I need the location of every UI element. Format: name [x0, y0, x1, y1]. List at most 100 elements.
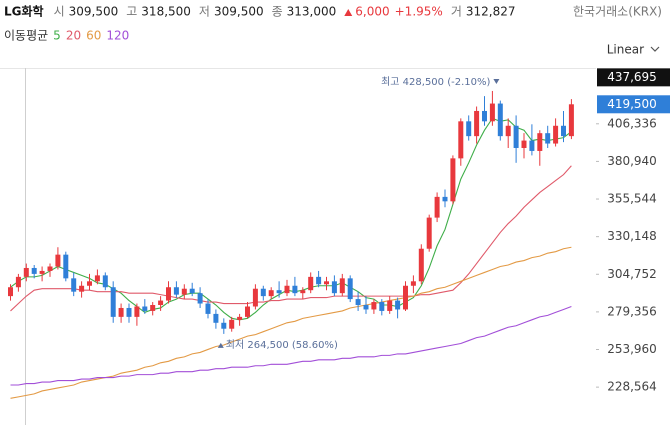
y-tick-label: 355,544 [607, 192, 657, 206]
legend-entry[interactable]: 20 [66, 29, 81, 43]
candle-body [134, 306, 140, 317]
quote-label: 고 [126, 5, 137, 19]
symbol: LG화학 [4, 4, 44, 19]
candle-body [568, 104, 574, 137]
legend-entry[interactable]: 120 [106, 29, 129, 43]
plot: 최고 428,500 (-2.10%) 최저 264,500 (58.60%) [8, 76, 574, 399]
candle-body [497, 103, 503, 137]
candle-body [371, 302, 377, 310]
scale-toggle[interactable]: Linear [607, 43, 644, 57]
candle-body [237, 316, 243, 320]
candle-body [55, 254, 61, 267]
change-percent: +1.95% [395, 5, 443, 19]
candle-body [505, 125, 511, 137]
candle-body [450, 158, 456, 202]
candle-body [395, 300, 401, 310]
quote-header: LG화학 시 309,500 고 318,500 저 309,500 종 313,000 6,00… [4, 4, 515, 19]
quote-label: 종 [272, 5, 283, 19]
candle-body [379, 302, 385, 311]
low-annotation: 최저 264,500 (58.60%) [226, 339, 338, 351]
quote-value: 309,500 [214, 5, 264, 19]
candle-body [205, 303, 211, 314]
candle-body [339, 278, 345, 294]
candle-body [387, 300, 393, 311]
candle-body [474, 110, 480, 137]
y-tick-label: 253,960 [607, 342, 657, 356]
price-tag-label: 437,695 [607, 70, 657, 84]
candle-body [87, 281, 92, 286]
candle-body [8, 287, 13, 297]
legend-entry[interactable]: 60 [86, 29, 101, 43]
up-arrow [344, 9, 353, 16]
candle-body [466, 121, 472, 137]
candle-body [434, 196, 440, 218]
candle-body [521, 140, 527, 148]
volume: 312,827 [466, 5, 516, 19]
candle-body [15, 276, 21, 288]
quote-label: 저 [199, 5, 210, 19]
candle-body [189, 288, 195, 294]
ma-title: 이동평균 [4, 29, 48, 43]
price-tag-label: 419,500 [607, 97, 657, 111]
candle-body [316, 276, 322, 285]
quote-value: 318,500 [141, 5, 191, 19]
candle-body [260, 288, 266, 297]
quote-label: 시 [54, 5, 65, 19]
candle-body [292, 285, 298, 294]
candle-body [39, 270, 45, 274]
y-tick-label: 279,356 [607, 304, 657, 318]
candle-body [331, 281, 337, 294]
candle-body [324, 281, 329, 285]
quote-value: 313,000 [287, 5, 337, 19]
change: 6,000 [355, 5, 389, 19]
legend-entry[interactable]: 5 [53, 29, 61, 43]
candle-body [403, 285, 408, 310]
candle-body [482, 110, 487, 122]
y-tick-label: 330,148 [607, 229, 657, 243]
candle-body [142, 306, 148, 311]
candle-body [426, 217, 432, 249]
candle-body [355, 299, 361, 306]
candle-body [150, 305, 156, 311]
candle-body [181, 288, 187, 295]
candle-body [308, 276, 314, 291]
candle-body [410, 281, 416, 286]
candle-body [458, 121, 464, 159]
candle-body [489, 103, 495, 122]
candle-body [110, 287, 116, 317]
candle-body [71, 278, 77, 292]
candle-body [126, 307, 132, 317]
candle-body [166, 287, 171, 301]
candle-body [213, 313, 219, 323]
y-tick-label: 304,752 [607, 267, 657, 281]
quote-value: 309,500 [69, 5, 119, 19]
candle-body [229, 319, 235, 329]
moving-average-line [10, 165, 572, 312]
candle-body [94, 275, 100, 282]
candle-body [158, 300, 164, 306]
exchange: 한국거래소(KRX) [573, 5, 662, 19]
candle-body [197, 293, 203, 304]
candle-body [173, 287, 179, 295]
candle-body [363, 305, 369, 310]
candle-body [442, 196, 448, 202]
candle-body [47, 266, 53, 271]
candle-body [79, 285, 85, 292]
candle-body [63, 254, 69, 279]
candle-body [553, 125, 559, 144]
volume-label: 거 [451, 5, 462, 19]
high-marker [493, 78, 500, 84]
scale-chevron[interactable] [650, 46, 660, 52]
candle-body [513, 125, 519, 148]
candle-body [118, 307, 124, 317]
candle-body [23, 267, 29, 277]
candle-body [284, 285, 290, 294]
candle-body [221, 322, 227, 329]
candle-body [545, 133, 551, 144]
moving-average-line [10, 305, 572, 386]
candle-body [537, 133, 543, 151]
price-tag [597, 68, 670, 87]
y-tick-label: 380,940 [607, 154, 657, 168]
